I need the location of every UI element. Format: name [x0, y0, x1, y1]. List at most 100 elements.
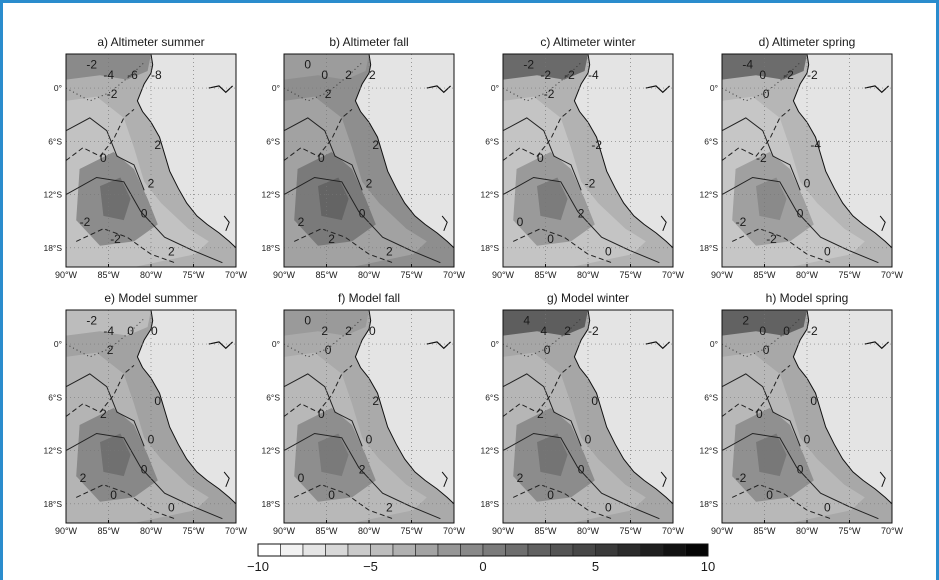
- contour-line: [66, 373, 145, 447]
- contour-label: 2: [564, 324, 571, 338]
- colorbar-tick-label: 0: [479, 559, 486, 574]
- contour-label: 0: [151, 324, 158, 338]
- contour-label: -2: [736, 215, 747, 229]
- colorbar-swatch: [460, 543, 484, 557]
- contour-line: [722, 117, 801, 191]
- lat-label: 6°S: [704, 392, 718, 402]
- contour-line-dashed: [503, 109, 572, 161]
- panel-title: a) Altimeter summer: [97, 35, 204, 49]
- contour-label: -4: [588, 68, 599, 82]
- contour-fill-darker: [537, 177, 568, 221]
- contour-label: -2: [544, 87, 555, 101]
- lon-label: 90°W: [492, 270, 515, 280]
- contour-label: 2: [328, 232, 335, 246]
- colorbar-swatch: [280, 543, 304, 557]
- contour-label: -2: [588, 324, 599, 338]
- lat-label: 0°: [54, 83, 62, 93]
- colorbar-swatch: [437, 543, 461, 557]
- contour-label: 0: [148, 433, 155, 447]
- contour-label: 0: [517, 215, 524, 229]
- contour-label: 0: [304, 313, 311, 327]
- lon-label: 75°W: [838, 270, 861, 280]
- lon-label: 75°W: [400, 526, 423, 536]
- lat-label: 18°S: [480, 243, 499, 253]
- contour-label: 0: [763, 343, 770, 357]
- lon-label: 80°W: [358, 270, 381, 280]
- lon-label: 75°W: [619, 270, 642, 280]
- contour-line: [284, 432, 441, 520]
- contour-label: 0: [127, 324, 134, 338]
- contour-label: 0: [759, 324, 766, 338]
- lat-label: 0°: [272, 83, 280, 93]
- lat-label: 12°S: [699, 190, 718, 200]
- contour-label: 0: [318, 151, 325, 165]
- contour-line: [503, 176, 660, 264]
- contour-label: -4: [103, 68, 114, 82]
- contour-label: -2: [807, 324, 818, 338]
- contour-fill-darker: [756, 433, 787, 477]
- lon-label: 75°W: [619, 526, 642, 536]
- lat-label: 12°S: [480, 190, 499, 200]
- lat-label: 12°S: [699, 446, 718, 456]
- lon-label: 85°W: [753, 526, 776, 536]
- lat-label: 0°: [54, 339, 62, 349]
- contour-label: 0: [766, 488, 773, 502]
- contour-label: -2: [807, 68, 818, 82]
- lat-label: 0°: [491, 339, 499, 349]
- lat-label: 6°S: [485, 392, 499, 402]
- lon-label: 90°W: [492, 526, 515, 536]
- contour-label: 0: [369, 324, 376, 338]
- contour-label: 2: [372, 394, 379, 408]
- colorbar-tick-label: −5: [363, 559, 378, 574]
- colorbar-swatch: [550, 543, 574, 557]
- contour-line: [284, 176, 441, 264]
- land-mass: [573, 54, 673, 249]
- land-mass: [354, 310, 454, 505]
- lat-label: 18°S: [261, 499, 280, 509]
- contour-label: -2: [585, 177, 596, 191]
- lon-label: 70°W: [225, 270, 248, 280]
- contour-label: 0: [824, 501, 831, 515]
- contour-label: 2: [578, 206, 585, 220]
- contour-label: 2: [154, 138, 161, 152]
- lon-label: 90°W: [273, 526, 296, 536]
- contour-label: 0: [763, 87, 770, 101]
- lat-label: 12°S: [480, 446, 499, 456]
- land-mass: [573, 310, 673, 505]
- contour-label: 0: [783, 324, 790, 338]
- contour-line: [503, 432, 660, 520]
- lat-label: 12°S: [261, 190, 280, 200]
- contour-label: 0: [325, 343, 332, 357]
- contour-label: 0: [585, 433, 592, 447]
- panel-title: b) Altimeter fall: [329, 35, 408, 49]
- colorbar-swatch: [482, 543, 506, 557]
- contour-label: 0: [328, 488, 335, 502]
- contour-label: -2: [736, 471, 747, 485]
- colorbar-swatch: [640, 543, 664, 557]
- river-line: [426, 85, 452, 94]
- lon-label: 90°W: [55, 526, 78, 536]
- panel-title: h) Model spring: [766, 291, 849, 305]
- map-panel-d: -4 0 -2 -2 0 -4 -2 0 0 -2 -2 0 d) Altimeter spring 0°…: [699, 35, 903, 280]
- river-line: [426, 341, 452, 350]
- contour-label: 0: [759, 68, 766, 82]
- contour-label: 2: [386, 501, 393, 515]
- contour-label: 2: [345, 324, 352, 338]
- contour-label: 0: [537, 151, 544, 165]
- lon-label: 80°W: [358, 526, 381, 536]
- land-mass: [792, 310, 892, 505]
- contour-label: -2: [591, 138, 602, 152]
- colorbar-swatch: [617, 543, 641, 557]
- contour-label: 0: [359, 206, 366, 220]
- contour-line: [66, 432, 223, 520]
- contour-label: -2: [783, 68, 794, 82]
- contour-label: 0: [547, 488, 554, 502]
- contour-label: 0: [547, 232, 554, 246]
- lat-label: 18°S: [261, 243, 280, 253]
- lon-label: 85°W: [97, 526, 120, 536]
- contour-line-dashed: [512, 484, 612, 520]
- lake-outline: [660, 215, 667, 231]
- contour-label: 0: [544, 343, 551, 357]
